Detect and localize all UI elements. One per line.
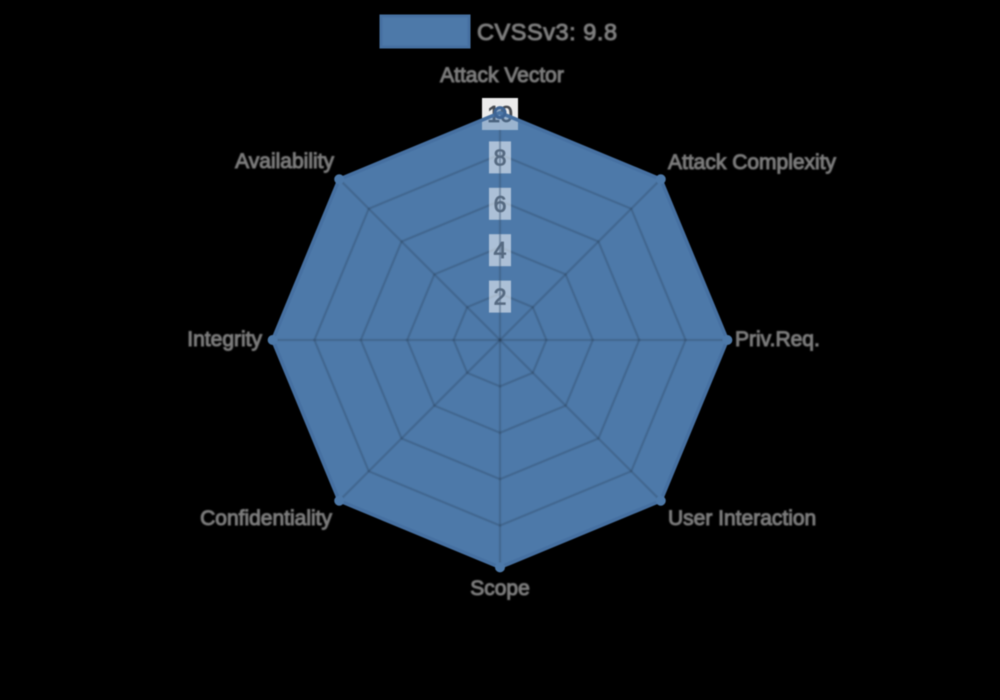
svg-text:Availability: Availability [235, 150, 334, 173]
svg-text:6: 6 [494, 191, 507, 217]
svg-text:Attack Vector: Attack Vector [440, 64, 564, 87]
svg-text:Scope: Scope [470, 577, 530, 600]
svg-text:4: 4 [494, 237, 507, 263]
svg-text:Integrity: Integrity [187, 328, 262, 351]
svg-text:2: 2 [494, 284, 507, 310]
svg-text:8: 8 [494, 144, 507, 170]
svg-text:User Interaction: User Interaction [668, 507, 816, 530]
svg-text:CVSSv3: 9.8: CVSSv3: 9.8 [477, 19, 618, 45]
svg-text:Priv.Req.: Priv.Req. [735, 328, 820, 351]
svg-text:Attack Complexity: Attack Complexity [668, 151, 837, 174]
svg-text:Confidentiality: Confidentiality [200, 507, 332, 530]
